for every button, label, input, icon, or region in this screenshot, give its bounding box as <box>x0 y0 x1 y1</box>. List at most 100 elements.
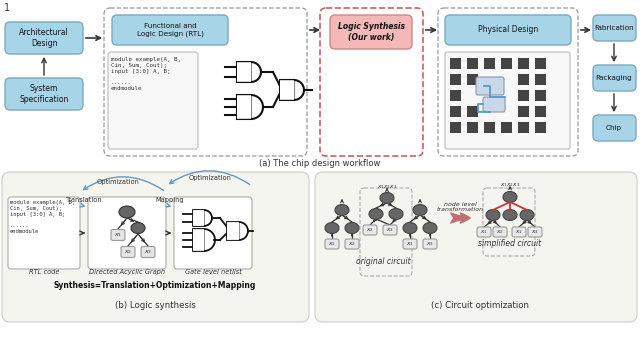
FancyBboxPatch shape <box>445 52 570 149</box>
FancyBboxPatch shape <box>5 78 83 110</box>
FancyBboxPatch shape <box>193 229 205 251</box>
FancyBboxPatch shape <box>5 22 83 54</box>
Text: module example(A, B,
Cin, Sum, Cout);
input [3:0] A, B;

......
endmodule: module example(A, B, Cin, Sum, Cout); in… <box>10 200 75 234</box>
FancyBboxPatch shape <box>237 62 252 82</box>
FancyBboxPatch shape <box>528 227 542 237</box>
Text: Optimization: Optimization <box>97 179 140 185</box>
Text: $x_1$: $x_1$ <box>515 228 523 236</box>
Text: $x_3$: $x_3$ <box>386 226 394 234</box>
Ellipse shape <box>131 222 145 233</box>
Ellipse shape <box>503 191 517 202</box>
Text: Gate level netlist: Gate level netlist <box>184 269 241 275</box>
FancyBboxPatch shape <box>593 115 636 141</box>
FancyBboxPatch shape <box>193 229 204 251</box>
FancyBboxPatch shape <box>88 197 166 269</box>
FancyBboxPatch shape <box>325 239 339 249</box>
Text: $x_3$: $x_3$ <box>531 228 539 236</box>
FancyBboxPatch shape <box>237 62 251 82</box>
Bar <box>467 74 478 85</box>
Ellipse shape <box>403 222 417 233</box>
FancyBboxPatch shape <box>237 95 251 119</box>
FancyBboxPatch shape <box>476 77 504 95</box>
Bar <box>518 106 529 117</box>
Text: $x_2$: $x_2$ <box>496 228 504 236</box>
Text: Chip: Chip <box>606 125 622 131</box>
Text: Optimization: Optimization <box>189 175 232 181</box>
FancyBboxPatch shape <box>2 172 309 322</box>
Bar <box>450 106 461 117</box>
Text: Directed Acyclic Graph: Directed Acyclic Graph <box>89 269 165 275</box>
Text: Packaging: Packaging <box>596 75 632 81</box>
Text: Physical Design: Physical Design <box>478 25 538 35</box>
FancyBboxPatch shape <box>227 222 239 240</box>
Text: $x_1$: $x_1$ <box>406 240 414 248</box>
Bar <box>450 122 461 133</box>
FancyBboxPatch shape <box>345 239 359 249</box>
Bar <box>518 90 529 101</box>
Ellipse shape <box>486 210 500 221</box>
Ellipse shape <box>345 222 359 233</box>
Bar <box>467 122 478 133</box>
Ellipse shape <box>369 208 383 220</box>
FancyBboxPatch shape <box>193 210 204 226</box>
FancyBboxPatch shape <box>108 52 198 149</box>
FancyBboxPatch shape <box>8 197 80 269</box>
Text: $x_1$: $x_1$ <box>114 231 122 239</box>
Text: $x_1x_2x_3$: $x_1x_2x_3$ <box>500 181 520 189</box>
FancyBboxPatch shape <box>363 225 377 235</box>
FancyBboxPatch shape <box>315 172 637 322</box>
FancyBboxPatch shape <box>227 222 239 240</box>
Bar <box>450 58 461 69</box>
FancyBboxPatch shape <box>141 246 155 257</box>
FancyBboxPatch shape <box>237 95 252 119</box>
FancyBboxPatch shape <box>193 210 205 226</box>
Ellipse shape <box>503 210 517 221</box>
Bar <box>535 58 546 69</box>
FancyBboxPatch shape <box>280 80 294 100</box>
Text: Mapping: Mapping <box>156 197 184 203</box>
Ellipse shape <box>389 208 403 220</box>
Bar <box>535 106 546 117</box>
FancyBboxPatch shape <box>174 197 252 269</box>
Bar <box>518 74 529 85</box>
Ellipse shape <box>413 205 427 216</box>
Text: (b) Logic synthesis: (b) Logic synthesis <box>115 301 195 310</box>
FancyBboxPatch shape <box>280 80 294 100</box>
Text: Synthesis=Translation+Optimization+Mapping: Synthesis=Translation+Optimization+Mappi… <box>54 281 256 290</box>
Text: Translation: Translation <box>66 197 102 203</box>
FancyBboxPatch shape <box>483 97 505 112</box>
Text: $x_1x_2x_3$: $x_1x_2x_3$ <box>377 183 397 191</box>
Bar <box>501 58 512 69</box>
FancyBboxPatch shape <box>121 246 135 257</box>
Text: $x_3$: $x_3$ <box>426 240 434 248</box>
Text: simplified circuit: simplified circuit <box>479 238 541 247</box>
FancyBboxPatch shape <box>383 225 397 235</box>
Bar <box>467 58 478 69</box>
FancyBboxPatch shape <box>593 65 636 91</box>
Ellipse shape <box>423 222 437 233</box>
Text: $x_2$: $x_2$ <box>348 240 356 248</box>
Bar <box>535 90 546 101</box>
Text: Logic Synthesis
(Our work): Logic Synthesis (Our work) <box>337 22 404 42</box>
Bar <box>484 58 495 69</box>
Text: $x_1$: $x_1$ <box>480 228 488 236</box>
Text: Architectural
Design: Architectural Design <box>19 28 69 48</box>
Bar <box>535 74 546 85</box>
Text: node level
transformation: node level transformation <box>436 202 484 212</box>
Bar <box>450 90 461 101</box>
FancyBboxPatch shape <box>477 227 491 237</box>
Ellipse shape <box>335 205 349 216</box>
FancyBboxPatch shape <box>593 15 636 41</box>
FancyBboxPatch shape <box>445 15 571 45</box>
Bar <box>518 122 529 133</box>
Text: $x_1$: $x_1$ <box>328 240 336 248</box>
Bar <box>535 122 546 133</box>
Text: module example(A, B,
Cin, Sum, Cout);
input [3:0] A, B;

......
endmodule: module example(A, B, Cin, Sum, Cout); in… <box>111 57 181 91</box>
Text: RTL code: RTL code <box>29 269 60 275</box>
Text: $x_2$: $x_2$ <box>124 248 132 256</box>
FancyBboxPatch shape <box>512 227 526 237</box>
Bar <box>467 106 478 117</box>
Ellipse shape <box>520 210 534 221</box>
Text: System
Specification: System Specification <box>19 84 68 104</box>
Bar <box>484 122 495 133</box>
